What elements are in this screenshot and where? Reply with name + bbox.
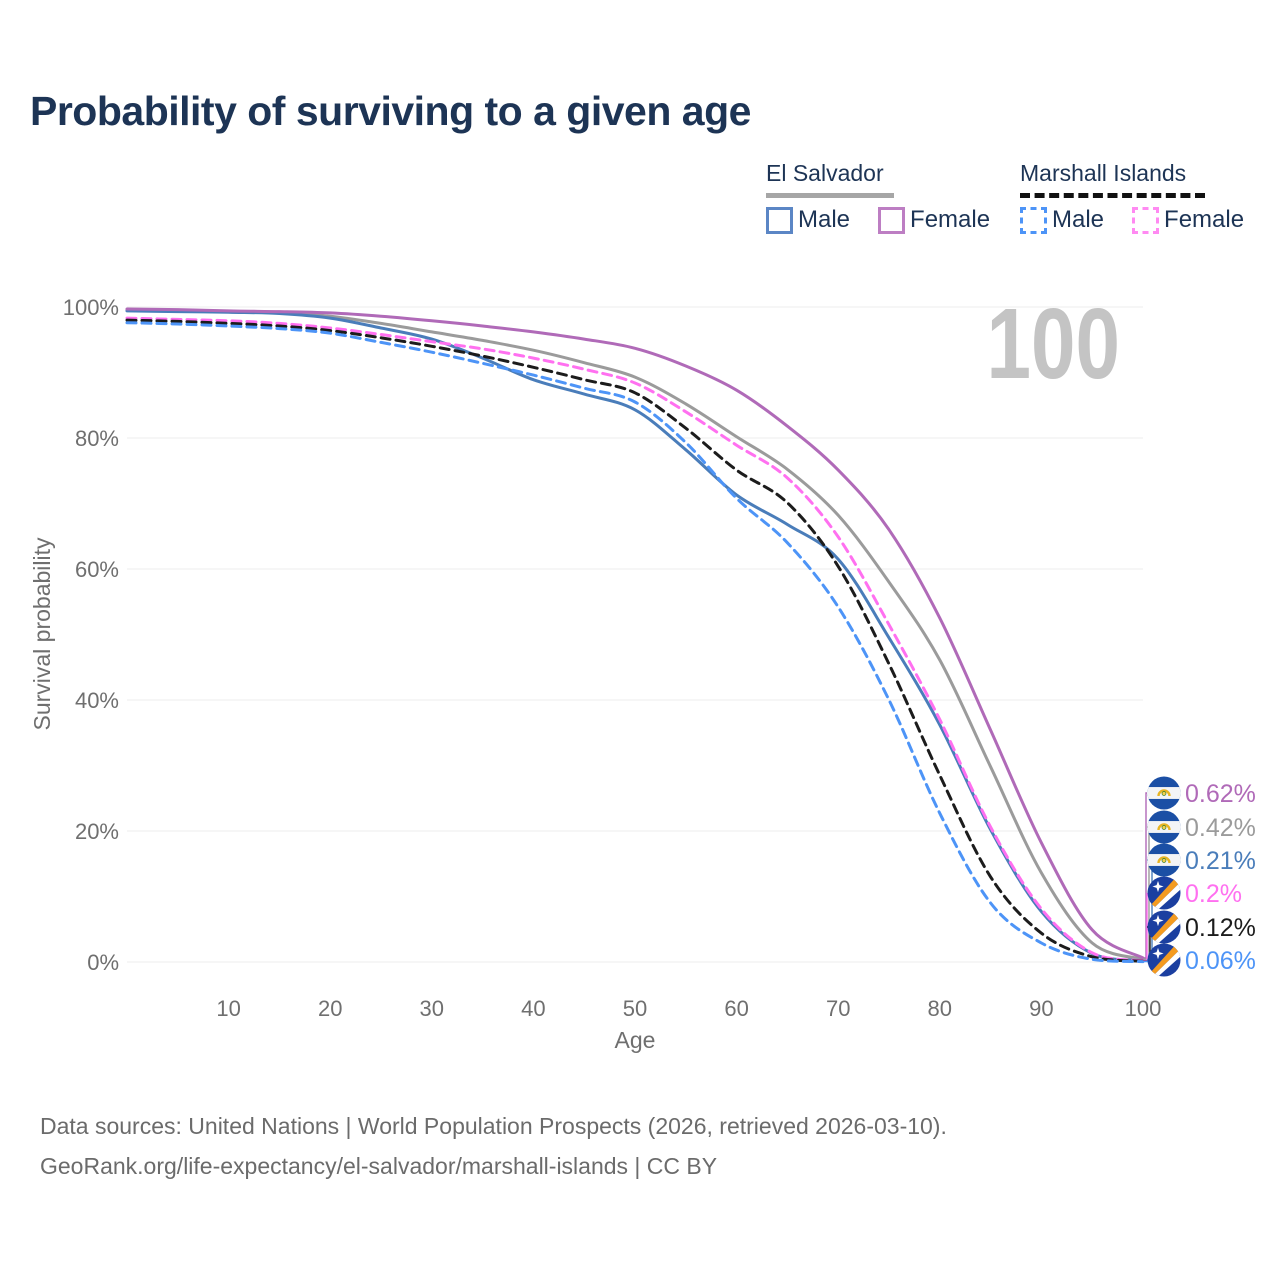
legend-group-el-salvador: El Salvador Male Female [766, 160, 1008, 234]
legend-item-el-salvador-male[interactable]: Male [766, 206, 850, 234]
x-tick-label: 40 [521, 996, 545, 1021]
x-tick-label: 90 [1029, 996, 1053, 1021]
age-watermark: 100 [987, 289, 1120, 401]
legend-items: Male Female [766, 206, 1008, 234]
legend-group-marshall-islands: Marshall Islands Male Female [1020, 160, 1262, 234]
end-value-label-el-salvador-female[interactable]: 0.62% [1185, 780, 1256, 808]
x-tick-label: 50 [623, 996, 647, 1021]
end-label-connector [1143, 792, 1147, 959]
x-tick-label: 70 [826, 996, 850, 1021]
footer-attribution: GeoRank.org/life-expectancy/el-salvador/… [40, 1153, 718, 1179]
series-line-marshall-islands-male[interactable] [125, 321, 1145, 964]
x-tick-label: 100 [1125, 996, 1162, 1021]
legend-group-title: Marshall Islands [1020, 160, 1187, 186]
series-line-el-salvador-total[interactable] [125, 308, 1145, 961]
x-tick-label: 30 [420, 996, 444, 1021]
end-label-connector [1143, 893, 1148, 962]
y-tick-label: 20% [75, 819, 119, 844]
flag-icon-marshall-islands [1147, 876, 1181, 910]
legend-swatch[interactable] [1020, 206, 1047, 234]
x-tick-label: 80 [928, 996, 952, 1021]
legend-group-title: El Salvador [766, 160, 884, 186]
legend: El Salvador Male Female Marshall Islands Mal… [0, 160, 1280, 240]
end-value-label-el-salvador-total[interactable]: 0.42% [1185, 814, 1256, 842]
legend-item-marshall-islands-female[interactable]: Female [1132, 206, 1244, 234]
x-tick-label: 60 [724, 996, 748, 1021]
end-value-label-marshall-islands-male[interactable]: 0.06% [1185, 947, 1256, 975]
legend-item-label: Male [1052, 206, 1105, 233]
series-line-el-salvador-female[interactable] [125, 307, 1145, 960]
footer-data-sources: Data sources: United Nations | World Pop… [40, 1113, 947, 1139]
end-value-label-el-salvador-male[interactable]: 0.21% [1185, 847, 1256, 875]
flag-icon-marshall-islands [1147, 910, 1181, 944]
y-tick-label: 60% [75, 557, 119, 582]
x-tick-label: 20 [318, 996, 342, 1021]
series-line-marshall-islands-female[interactable] [125, 316, 1145, 963]
end-value-label-marshall-islands-female[interactable]: 0.2% [1185, 880, 1242, 908]
x-tick-label: 10 [216, 996, 240, 1021]
flag-icon-el-salvador [1147, 776, 1181, 810]
footer: Data sources: United Nations | World Pop… [40, 1106, 947, 1186]
legend-item-marshall-islands-male[interactable]: Male [1020, 206, 1104, 234]
legend-swatch[interactable] [878, 206, 906, 234]
flag-icon-el-salvador [1147, 843, 1181, 877]
y-tick-label: 0% [87, 950, 119, 975]
x-axis-title: Age [615, 1027, 656, 1053]
y-tick-label: 100% [63, 295, 119, 320]
legend-item-el-salvador-female[interactable]: Female [878, 206, 990, 234]
legend-item-label: Female [910, 206, 991, 233]
flag-icon-marshall-islands [1147, 943, 1181, 977]
y-tick-label: 40% [75, 688, 119, 713]
legend-item-label: Male [798, 206, 851, 233]
y-axis-title: Survival probability [29, 537, 55, 731]
series-line-marshall-islands-total[interactable] [125, 318, 1145, 963]
legend-swatch[interactable] [1132, 206, 1160, 234]
y-tick-label: 80% [75, 426, 119, 451]
page-title: Probability of surviving to a given age [30, 88, 751, 134]
series-line-el-salvador-male[interactable] [125, 309, 1145, 963]
flag-icon-el-salvador [1147, 810, 1181, 844]
end-value-label-marshall-islands-total[interactable]: 0.12% [1185, 914, 1256, 942]
legend-line-style-sample [766, 193, 894, 198]
legend-items: Male Female [1020, 206, 1262, 234]
legend-swatch[interactable] [766, 206, 793, 234]
legend-item-label: Female [1164, 206, 1245, 233]
legend-line-style-sample [1020, 193, 1205, 198]
